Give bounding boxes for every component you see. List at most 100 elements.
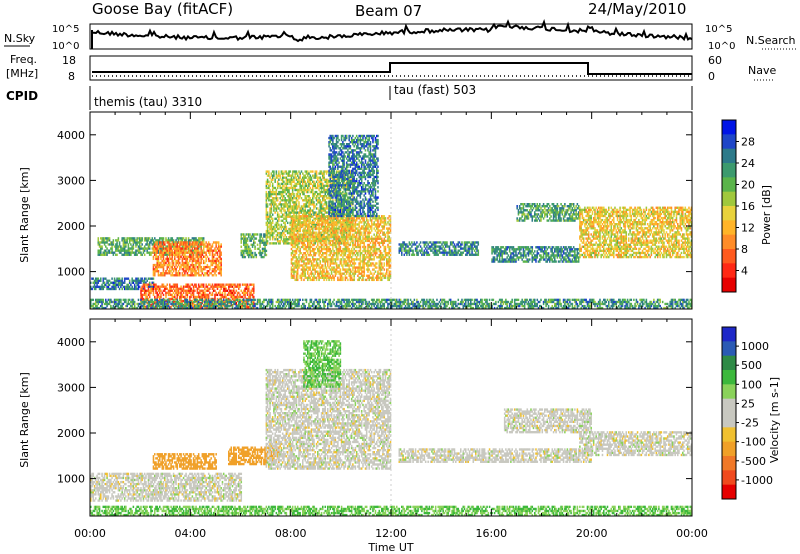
data-cell	[197, 295, 200, 299]
data-cell	[126, 283, 128, 287]
data-cell	[350, 260, 353, 263]
data-cell	[145, 277, 147, 280]
data-cell	[126, 277, 128, 280]
data-cell	[135, 239, 137, 242]
data-cell	[191, 283, 194, 286]
data-cell	[305, 233, 308, 236]
data-cell	[191, 241, 194, 244]
data-cell	[135, 287, 137, 291]
data-cell	[320, 201, 323, 204]
data-cell	[268, 199, 270, 202]
data-cell	[106, 285, 108, 289]
data-cell	[137, 247, 140, 250]
data-cell	[263, 239, 265, 242]
data-cell	[111, 277, 113, 280]
data-cell	[219, 291, 221, 295]
data-cell	[145, 289, 147, 292]
data-cell	[212, 274, 215, 277]
data-cell	[317, 221, 319, 224]
data-cell	[215, 241, 217, 244]
data-cell	[344, 258, 347, 261]
data-cell	[327, 260, 329, 263]
data-cell	[171, 239, 174, 242]
data-cell	[156, 247, 159, 250]
data-cell	[305, 237, 308, 240]
data-cell	[191, 272, 194, 275]
data-cell	[165, 272, 167, 275]
data-cell	[96, 283, 98, 287]
data-cell	[347, 229, 349, 232]
data-cell	[201, 257, 204, 261]
data-cell	[110, 251, 112, 254]
data-cell	[176, 291, 179, 295]
data-cell	[162, 270, 165, 273]
data-cell	[285, 170, 288, 173]
data-cell	[312, 256, 314, 259]
data-cell	[190, 255, 192, 258]
data-cell	[280, 227, 283, 231]
data-cell	[175, 247, 177, 250]
data-cell	[320, 203, 323, 206]
data-cell	[333, 254, 335, 257]
data-cell	[127, 251, 130, 254]
data-cell	[207, 287, 210, 290]
data-cell	[309, 252, 312, 255]
data-cell	[236, 295, 239, 299]
data-cell	[220, 243, 222, 246]
data-cell	[293, 276, 295, 279]
data-cell	[271, 231, 274, 235]
noise-left-tick-bottom: 10^0	[52, 41, 79, 52]
data-cell	[108, 243, 111, 246]
data-cell	[202, 265, 205, 269]
data-cell	[299, 249, 301, 253]
data-cell	[291, 174, 294, 177]
data-cell	[266, 213, 269, 216]
data-cell	[343, 239, 345, 243]
data-cell	[221, 285, 224, 288]
data-cell	[135, 251, 137, 254]
data-cell	[192, 297, 195, 301]
data-cell	[217, 247, 220, 250]
data-cell	[174, 243, 176, 246]
data-cell	[102, 253, 105, 256]
data-cell	[107, 249, 110, 252]
data-cell	[127, 243, 130, 246]
data-cell	[122, 285, 125, 289]
data-cell	[269, 182, 271, 186]
data-cell	[352, 221, 354, 224]
data-cell	[302, 225, 304, 228]
data-cell	[349, 254, 352, 257]
data-cell	[325, 235, 328, 238]
data-cell	[137, 285, 140, 289]
data-cell	[283, 195, 285, 198]
data-cell	[101, 247, 103, 250]
data-cell	[214, 261, 216, 265]
data-cell	[136, 239, 138, 242]
data-cell	[177, 245, 180, 248]
data-cell	[189, 285, 191, 288]
data-cell	[317, 186, 319, 190]
data-cell	[150, 304, 152, 307]
data-cell	[184, 265, 186, 269]
data-cell	[154, 251, 156, 254]
data-cell	[324, 225, 327, 228]
data-cell	[136, 287, 138, 291]
data-cell	[200, 241, 202, 244]
data-cell	[322, 264, 324, 267]
data-cell	[271, 229, 274, 233]
data-cell	[270, 211, 273, 214]
data-cell	[195, 259, 197, 263]
data-cell	[197, 261, 200, 265]
data-cell	[209, 251, 211, 254]
data-cell	[202, 255, 205, 258]
data-cell	[132, 251, 135, 254]
data-cell	[175, 287, 177, 290]
data-cell	[338, 235, 340, 238]
data-cell	[275, 188, 278, 192]
data-cell	[172, 268, 175, 271]
data-cell	[324, 262, 327, 265]
data-cell	[209, 265, 211, 269]
data-cell	[113, 251, 116, 254]
data-cell	[197, 287, 200, 290]
data-cell	[270, 221, 273, 225]
